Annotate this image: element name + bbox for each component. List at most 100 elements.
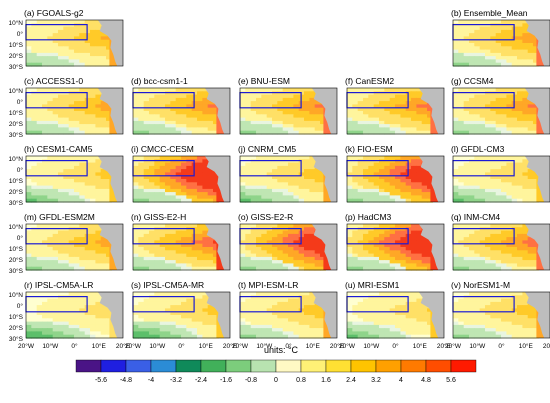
anomaly-cell	[95, 97, 102, 102]
anomaly-cell	[495, 175, 502, 180]
anomaly-cell	[191, 182, 198, 187]
anomaly-cell	[256, 224, 262, 228]
anomaly-cell	[58, 260, 64, 264]
anomaly-cell	[133, 292, 139, 296]
anomaly-cell	[138, 88, 145, 92]
anomaly-cell	[490, 23, 497, 28]
anomaly-cell	[154, 192, 161, 196]
anomaly-cell	[106, 328, 112, 332]
anomaly-cell	[533, 318, 539, 323]
anomaly-cell	[347, 127, 353, 132]
anomaly-cell	[84, 182, 91, 187]
anomaly-cell	[63, 26, 70, 31]
anomaly-cell	[58, 172, 64, 177]
anomaly-cell	[106, 185, 112, 190]
anomaly-cell	[352, 101, 359, 105]
anomaly-cell	[389, 124, 396, 128]
anomaly-cell	[26, 46, 32, 51]
anomaly-cell	[143, 172, 150, 177]
anomaly-cell	[309, 182, 316, 187]
anomaly-cell	[36, 91, 43, 96]
anomaly-cell	[373, 172, 380, 177]
anomaly-cell	[42, 43, 48, 47]
anomaly-cell	[186, 162, 193, 167]
anomaly-cell	[405, 318, 412, 323]
anomaly-cell	[288, 331, 294, 336]
anomaly-cell	[240, 165, 246, 170]
anomaly-cell	[309, 179, 316, 183]
anomaly-cell	[58, 188, 64, 193]
anomaly-cell	[47, 331, 54, 336]
anomaly-cell	[95, 250, 102, 255]
anomaly-cell	[31, 120, 38, 125]
anomaly-cell	[320, 331, 326, 336]
anomaly-cell	[304, 162, 310, 167]
anomaly-cell	[485, 260, 491, 264]
anomaly-cell	[463, 29, 470, 34]
anomaly-cell	[395, 301, 401, 306]
anomaly-cell	[26, 59, 32, 64]
anomaly-cell	[191, 130, 198, 135]
anomaly-cell	[58, 237, 64, 241]
anomaly-cell	[266, 295, 273, 300]
anomaly-cell	[170, 250, 177, 255]
anomaly-cell	[363, 188, 369, 193]
anomaly-cell	[68, 305, 75, 309]
anomaly-cell	[517, 33, 523, 37]
anomaly-cell	[261, 328, 268, 332]
anomaly-cell	[463, 185, 470, 190]
anomaly-cell	[421, 260, 428, 264]
anomaly-cell	[373, 243, 380, 248]
anomaly-cell	[490, 101, 497, 105]
anomaly-cell	[533, 266, 539, 271]
anomaly-cell	[517, 315, 523, 319]
anomaly-cell	[133, 321, 139, 326]
anomaly-cell	[207, 260, 214, 264]
anomaly-cell	[347, 256, 353, 261]
anomaly-cell	[411, 124, 417, 128]
anomaly-cell	[527, 263, 534, 268]
anomaly-cell	[304, 295, 310, 300]
anomaly-cell	[100, 185, 107, 190]
anomaly-cell	[463, 39, 470, 44]
anomaly-cell	[463, 315, 470, 319]
anomaly-cell	[245, 315, 252, 319]
anomaly-cell	[90, 295, 96, 300]
anomaly-cell	[186, 227, 193, 232]
anomaly-cell	[490, 162, 497, 167]
anomaly-cell	[495, 301, 502, 306]
anomaly-cell	[106, 247, 112, 251]
anomaly-cell	[485, 91, 491, 96]
anomaly-cell	[256, 185, 262, 190]
anomaly-cell	[373, 165, 380, 170]
anomaly-cell	[400, 311, 407, 316]
anomaly-cell	[63, 169, 70, 173]
anomaly-cell	[469, 198, 475, 203]
anomaly-cell	[170, 295, 177, 300]
anomaly-cell	[245, 253, 252, 258]
anomaly-cell	[463, 233, 470, 238]
anomaly-cell	[379, 318, 385, 323]
anomaly-cell	[421, 318, 428, 323]
anomaly-cell	[314, 318, 321, 323]
anomaly-cell	[26, 301, 32, 306]
anomaly-cell	[389, 253, 396, 258]
anomaly-cell	[363, 165, 369, 170]
anomaly-cell	[384, 172, 391, 177]
anomaly-cell	[490, 311, 497, 316]
anomaly-cell	[159, 263, 166, 268]
anomaly-cell	[495, 188, 502, 193]
anomaly-cell	[42, 91, 48, 96]
anomaly-cell	[411, 179, 417, 183]
anomaly-cell	[79, 321, 86, 326]
anomaly-cell	[347, 227, 353, 232]
anomaly-cell	[416, 127, 423, 132]
anomaly-cell	[36, 101, 43, 105]
anomaly-cell	[159, 295, 166, 300]
anomaly-cell	[309, 127, 316, 132]
anomaly-cell	[74, 104, 80, 109]
anomaly-cell	[479, 188, 486, 193]
anomaly-cell	[427, 318, 433, 323]
anomaly-cell	[42, 20, 48, 24]
anomaly-cell	[250, 240, 257, 245]
